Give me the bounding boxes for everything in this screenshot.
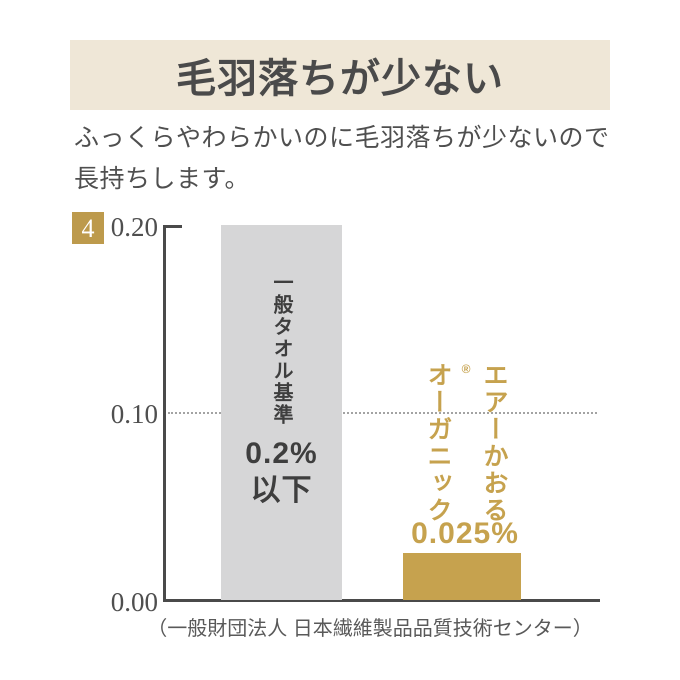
product-name-text: エアーかおる	[480, 362, 508, 524]
product-name-column-2: オーガニック	[424, 362, 452, 524]
standard-bar-name-text: 一般タオル基準	[270, 272, 292, 426]
y-tick-label-000: 0.00	[110, 587, 158, 617]
chart-source-caption: （一般財団法人 日本繊維製品品質技術センター）	[147, 618, 593, 640]
standard-bar-name-label: 一般タオル基準	[221, 272, 342, 426]
subtitle-line-2: 長持ちします。	[74, 165, 251, 193]
section-title-band: 毛羽落ちが少ない	[70, 40, 610, 110]
subtitle-line-1: ふっくらやわらかいのに毛羽落ちが少ないので	[74, 124, 610, 152]
registered-trademark-mark: ®	[459, 362, 473, 376]
x-axis-line	[163, 599, 600, 602]
y-tick-label-020: 0.20	[110, 212, 158, 242]
standard-bar-value-label: 0.2% 以下	[221, 435, 342, 509]
product-name-column-1: エアーかおる ®	[452, 362, 508, 530]
y-axis-line	[163, 225, 166, 602]
section-subtitle: ふっくらやわらかいのに毛羽落ちが少ないので 長持ちします。	[74, 118, 626, 200]
standard-towel-bar	[221, 225, 342, 600]
standard-bar-value-line2: 以下	[250, 474, 313, 507]
section-title: 毛羽落ちが少ない	[176, 57, 504, 101]
product-name-label: エアーかおる ® オーガニック	[424, 362, 508, 530]
product-bar	[403, 553, 521, 600]
reference-dotted-line	[168, 412, 597, 414]
feature-number-badge: 4	[72, 212, 104, 244]
y-axis-top-tick	[163, 225, 182, 228]
standard-bar-value-line1: 0.2%	[245, 437, 318, 470]
product-value-label: 0.025%	[411, 517, 519, 550]
y-tick-label-010: 0.10	[110, 399, 158, 429]
